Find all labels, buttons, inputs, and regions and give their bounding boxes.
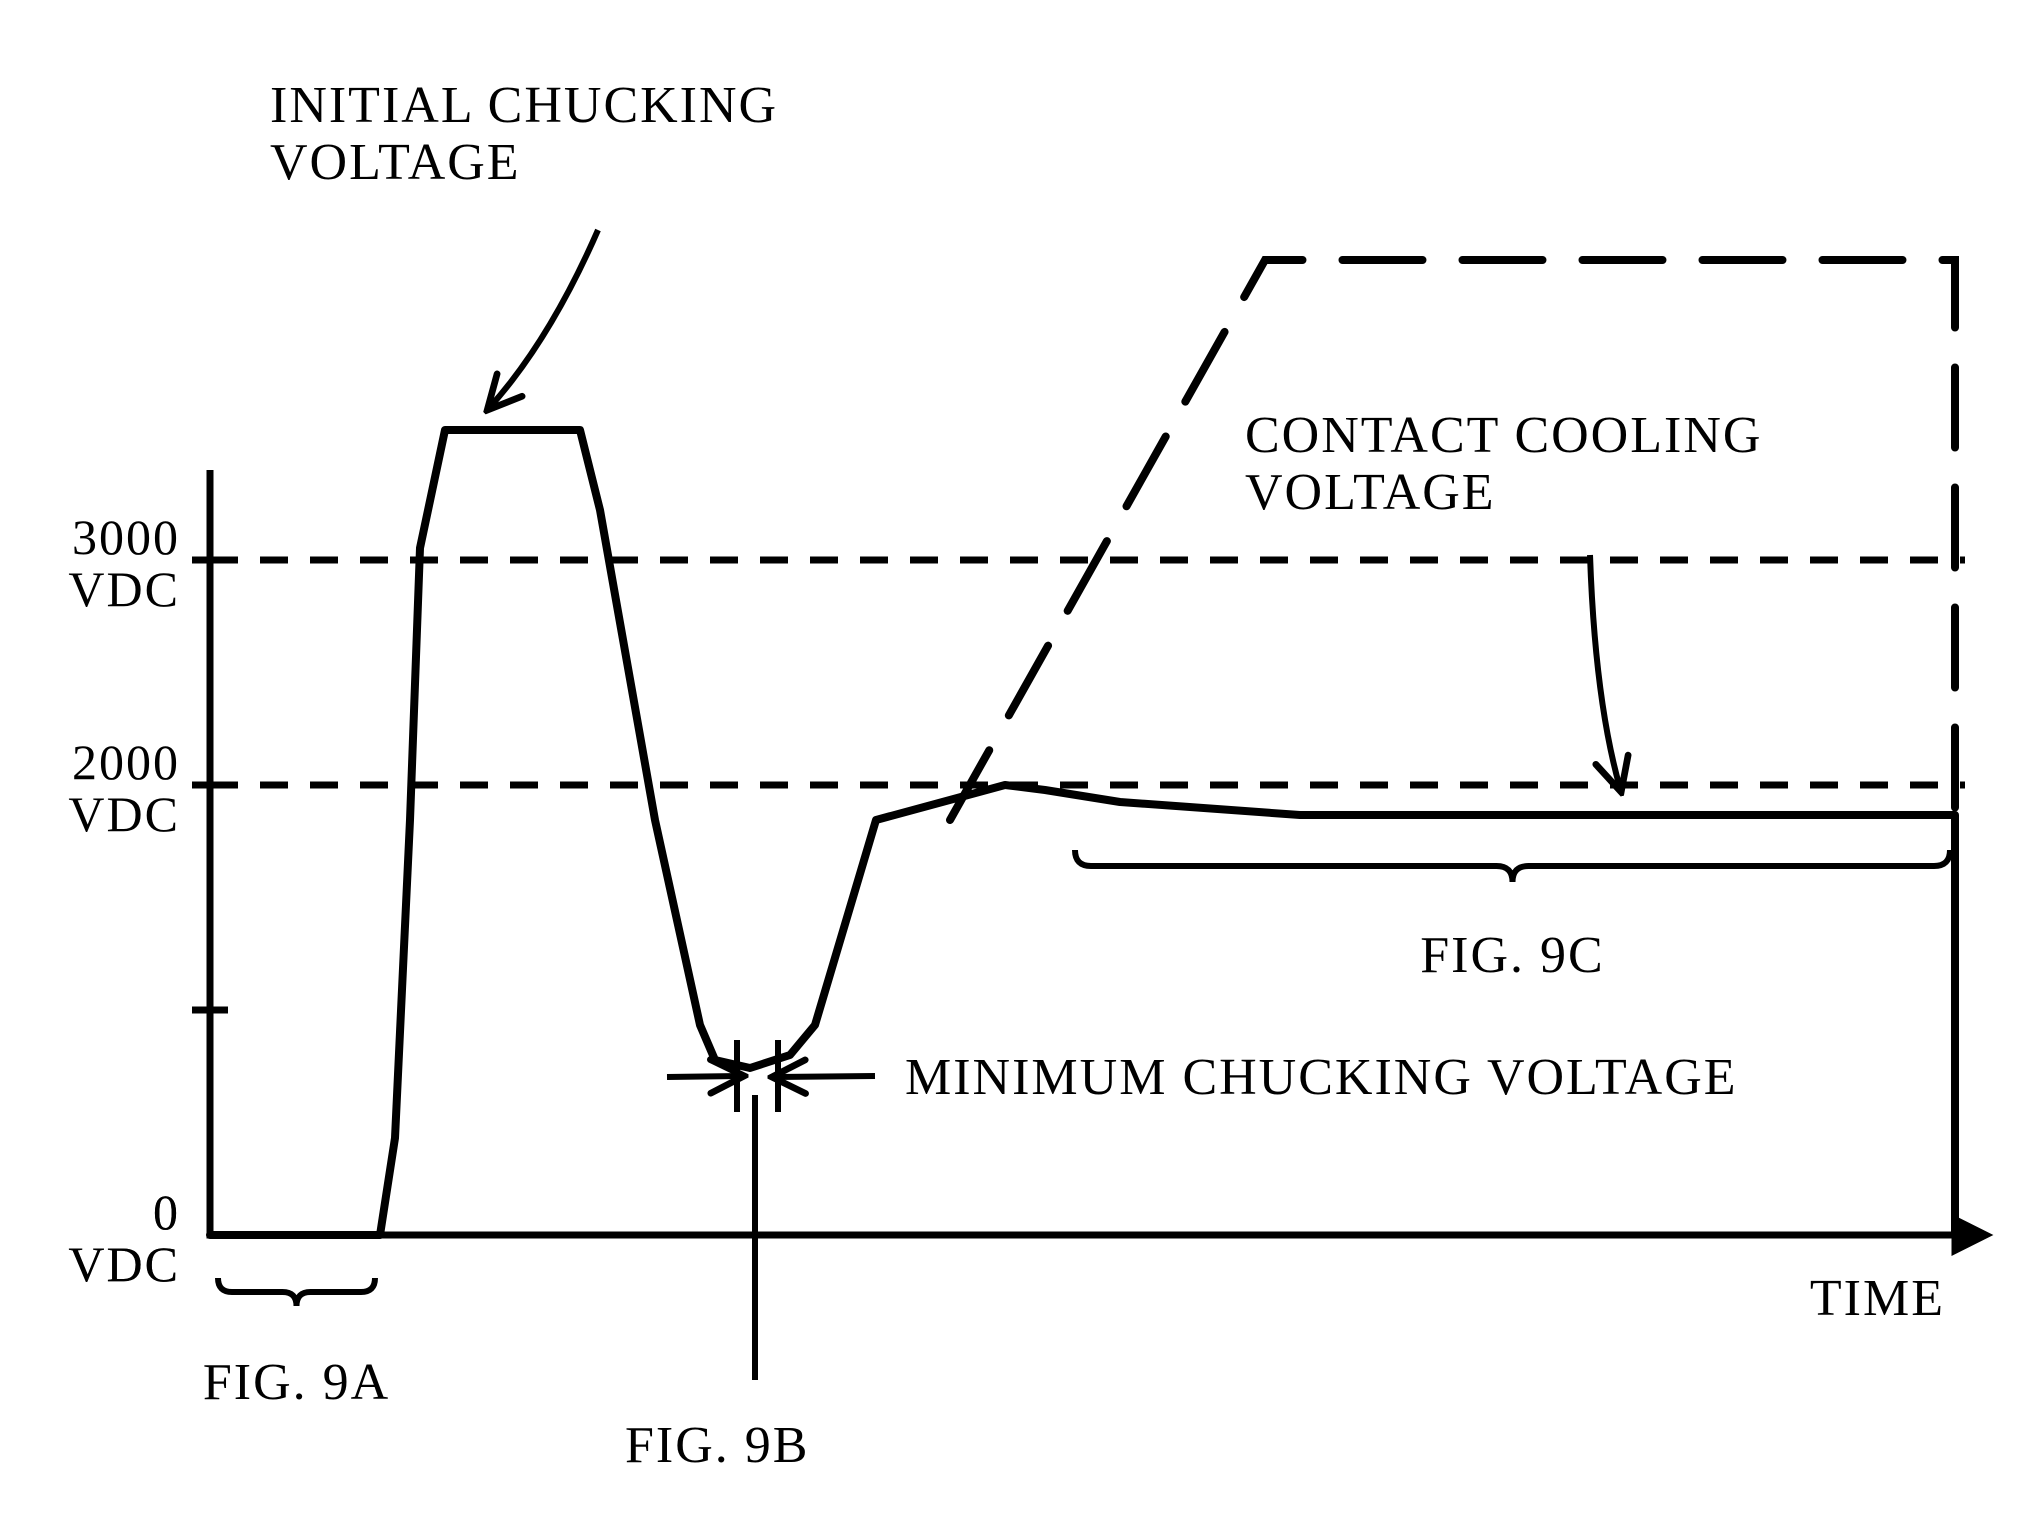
svg-text:VDC: VDC — [68, 561, 180, 617]
voltage-time-chart: 0VDC2000VDC3000VDC0VDCTIMEINITIAL CHUCKI… — [0, 0, 2021, 1539]
svg-text:2000: 2000 — [72, 734, 180, 790]
svg-text:VDC: VDC — [68, 1236, 180, 1292]
minimum-chucking-label: MINIMUM CHUCKING VOLTAGE — [905, 1049, 1738, 1106]
svg-text:VDC: VDC — [68, 786, 180, 842]
fig9c-label: FIG. 9C — [1420, 927, 1604, 984]
fig9a-label: FIG. 9A — [203, 1354, 390, 1411]
svg-text:3000: 3000 — [72, 509, 180, 565]
fig9b-label: FIG. 9B — [625, 1417, 809, 1474]
svg-text:0: 0 — [153, 1184, 180, 1240]
initial-chucking-label: VOLTAGE — [270, 134, 521, 191]
initial-chucking-label: INITIAL CHUCKING — [270, 77, 778, 134]
x-axis-label: TIME — [1810, 1270, 1945, 1327]
contact-cooling-label: CONTACT COOLING — [1245, 407, 1762, 464]
contact-cooling-label: VOLTAGE — [1245, 464, 1496, 521]
